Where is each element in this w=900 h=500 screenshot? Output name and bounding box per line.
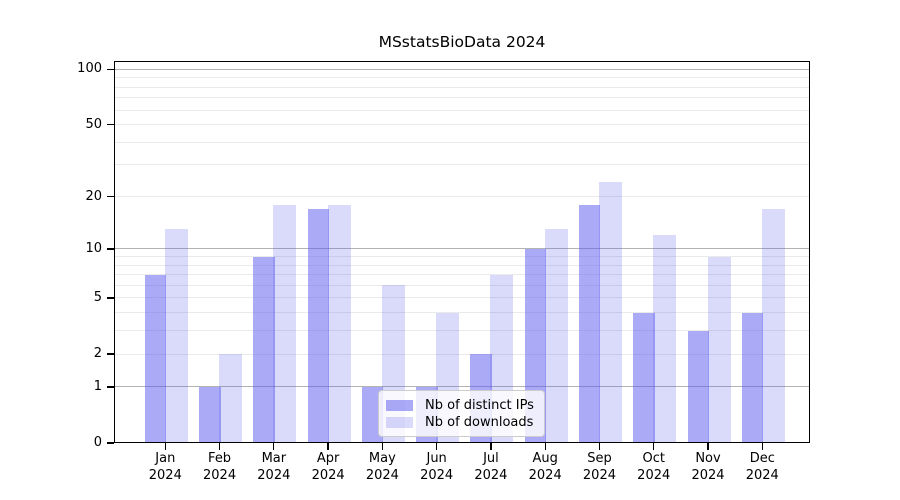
y-tick-mark (107, 386, 114, 388)
y-tick-label: 100 (77, 61, 102, 77)
y-tick-label: 5 (93, 289, 102, 305)
y-tick-mark (107, 442, 114, 444)
legend-item-downloads: Nb of downloads (386, 415, 536, 430)
grid-line-minor (114, 353, 810, 355)
grid-line-minor (114, 297, 810, 299)
y-tick-label: 1 (93, 378, 102, 394)
chart-title: MSstatsBioData 2024 (378, 33, 546, 51)
bar-downloads (598, 182, 622, 443)
x-tick-label: Jul 2024 (474, 451, 508, 483)
y-tick-label: 0 (93, 435, 102, 450)
y-tick-label: 10 (85, 240, 102, 256)
bar-downloads (707, 256, 731, 443)
legend: Nb of distinct IPs Nb of downloads (378, 390, 545, 437)
x-tick-label: Dec 2024 (745, 451, 779, 483)
x-tick-label: Jun 2024 (420, 451, 454, 483)
y-tick-label: 2 (93, 346, 102, 362)
x-tick-label: Oct 2024 (637, 451, 671, 483)
plot-area (114, 61, 810, 443)
legend-swatch-downloads-icon (386, 417, 413, 428)
bar-distinct-ips (144, 274, 167, 443)
x-tick-mark (598, 443, 601, 450)
bar-downloads (219, 354, 243, 443)
x-tick-mark (327, 443, 329, 450)
grid-line-major (114, 248, 810, 250)
legend-label-downloads: Nb of downloads (425, 415, 534, 430)
grid-line-minor (114, 109, 810, 111)
grid-line-minor (114, 164, 810, 166)
bar-distinct-ips (578, 204, 601, 443)
grid-line-minor (114, 77, 810, 79)
grid-line-minor (114, 264, 810, 266)
grid-line-minor (114, 274, 810, 276)
bar-distinct-ips (633, 312, 655, 443)
y-tick-mark (107, 297, 114, 299)
x-tick-label: May 2024 (365, 451, 399, 483)
bar-distinct-ips (253, 256, 275, 443)
bar-downloads (544, 229, 568, 443)
x-tick-label: Nov 2024 (691, 451, 725, 483)
bar-distinct-ips (199, 386, 221, 443)
x-tick-label: Mar 2024 (257, 451, 291, 483)
x-tick-label: Apr 2024 (311, 451, 345, 483)
x-tick-mark (381, 443, 384, 450)
y-tick-label: 20 (85, 188, 102, 204)
grid-line-minor (114, 196, 810, 198)
grid-line-minor (114, 86, 810, 88)
x-tick-mark (490, 443, 492, 450)
y-tick-mark (107, 68, 114, 71)
grid-line-minor (114, 330, 810, 332)
y-tick-label: 50 (85, 116, 102, 132)
grid-line-minor (114, 124, 810, 126)
x-tick-mark (273, 443, 275, 450)
grid-line-minor (114, 97, 810, 99)
bar-downloads (273, 204, 297, 443)
grid-line-minor (114, 284, 810, 286)
bar-distinct-ips (307, 209, 330, 443)
legend-swatch-distinct-ips-icon (386, 400, 413, 411)
x-tick-label: Aug 2024 (528, 451, 562, 483)
bar-distinct-ips (741, 312, 764, 443)
x-tick-mark (653, 443, 655, 450)
x-tick-label: Sep 2024 (582, 451, 616, 483)
x-tick-mark (164, 443, 166, 450)
x-tick-mark (761, 443, 763, 450)
x-tick-label: Feb 2024 (203, 451, 237, 483)
bar-downloads (653, 235, 677, 443)
grid-line-minor (114, 312, 810, 314)
grid-line-major (114, 68, 810, 70)
grid-line-minor (114, 256, 810, 258)
bar-distinct-ips (687, 330, 709, 443)
x-tick-mark (436, 443, 438, 450)
y-tick-mark (107, 353, 114, 355)
x-tick-mark (218, 443, 221, 450)
legend-item-distinct-ips: Nb of distinct IPs (386, 398, 536, 413)
x-tick-label: Jan 2024 (148, 451, 182, 483)
x-tick-mark (707, 443, 709, 450)
x-tick-mark (544, 443, 546, 450)
grid-line-major (114, 386, 810, 388)
y-tick-mark (107, 195, 114, 198)
grid-line-minor (114, 141, 810, 143)
bar-downloads (164, 229, 188, 443)
y-tick-mark (107, 248, 114, 250)
bar-downloads (327, 204, 351, 443)
legend-label-distinct-ips: Nb of distinct IPs (425, 398, 534, 413)
y-tick-mark (107, 124, 114, 126)
bar-downloads (761, 209, 785, 443)
